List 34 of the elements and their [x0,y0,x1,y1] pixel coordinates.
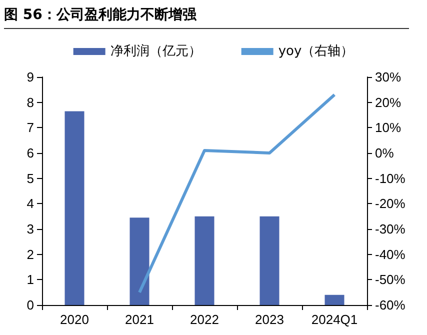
x-tick-label: 2024Q1 [311,312,358,327]
x-tick-label: 2022 [190,312,219,327]
bar [130,218,150,305]
y-tick-label: 3 [26,222,34,236]
bar [194,216,214,305]
bar [64,111,84,305]
y2-tick-label: -40% [375,246,406,262]
y-tick-label: 2 [26,246,34,262]
y-tick-label: 9 [26,70,34,84]
y-tick-label: 6 [26,146,34,160]
y2-tick-label: -50% [375,272,406,288]
legend-label: yoy（右轴） [278,44,354,59]
y-tick-label: 8 [26,94,34,110]
y2-tick-label: 0% [375,146,394,160]
y2-tick-label: -30% [375,222,406,236]
x-tick-label: 2023 [255,312,284,327]
y2-tick-label: 10% [375,120,402,136]
y-tick-label: 7 [26,120,34,136]
line-series [138,93,336,294]
y-tick-label: 1 [26,272,34,288]
y2-tick-label: 20% [375,94,402,110]
x-tick-label: 2021 [125,312,154,327]
bar [260,216,280,305]
y2-tick-label: 30% [375,70,402,84]
x-tick-label: 2020 [60,312,89,327]
legend-label: 净利润（亿元） [110,44,202,59]
y-tick-label: 5 [26,170,34,186]
y-tick-label: 0 [26,298,34,312]
y2-tick-label: -10% [375,170,406,186]
y2-tick-label: -20% [375,196,406,212]
bar [324,294,344,305]
chart-title: 图 56：公司盈利能力不断增强 [4,6,409,29]
y2-tick-label: -60% [375,298,406,312]
y-tick-label: 4 [26,196,34,212]
